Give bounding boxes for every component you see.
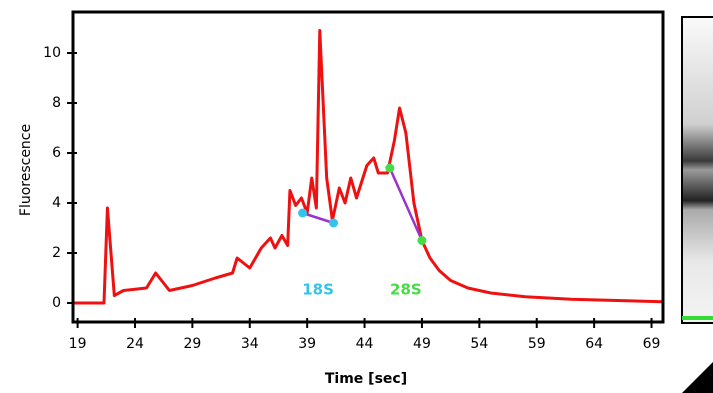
x-tick-label: 49 bbox=[413, 336, 431, 352]
plot-frame bbox=[73, 12, 663, 322]
x-tick-label: 54 bbox=[470, 336, 488, 352]
peak-label: 28S bbox=[390, 281, 422, 299]
y-tick-label: 6 bbox=[52, 145, 61, 161]
x-tick-label: 39 bbox=[298, 336, 316, 352]
trace bbox=[73, 31, 663, 304]
y-tick-label: 4 bbox=[52, 195, 61, 211]
x-tick-label: 19 bbox=[69, 336, 87, 352]
y-tick-label: 10 bbox=[43, 45, 61, 61]
x-tick-label: 69 bbox=[643, 336, 661, 352]
peak-label: 18S bbox=[302, 281, 334, 299]
peak-marker bbox=[329, 219, 338, 228]
peak-marker bbox=[385, 164, 394, 173]
x-tick-label: 29 bbox=[183, 336, 201, 352]
x-tick-label: 59 bbox=[528, 336, 546, 352]
x-tick-label: 34 bbox=[241, 336, 259, 352]
x-tick-label: 24 bbox=[126, 336, 144, 352]
x-tick-label: 44 bbox=[356, 336, 374, 352]
y-axis-label: Fluorescence bbox=[18, 124, 34, 216]
peak-segment bbox=[390, 168, 422, 241]
peak-marker bbox=[298, 209, 307, 218]
peak-segment bbox=[303, 213, 334, 223]
y-tick-label: 0 bbox=[52, 295, 61, 311]
y-tick-label: 2 bbox=[52, 245, 61, 261]
peak-marker bbox=[417, 236, 426, 245]
x-tick-label: 64 bbox=[585, 336, 603, 352]
y-tick-label: 8 bbox=[52, 95, 61, 111]
chart: Time [sec] Fluorescence 0246810192429343… bbox=[0, 0, 713, 393]
gel-lane bbox=[682, 17, 713, 393]
x-axis-label: Time [sec] bbox=[325, 371, 407, 387]
